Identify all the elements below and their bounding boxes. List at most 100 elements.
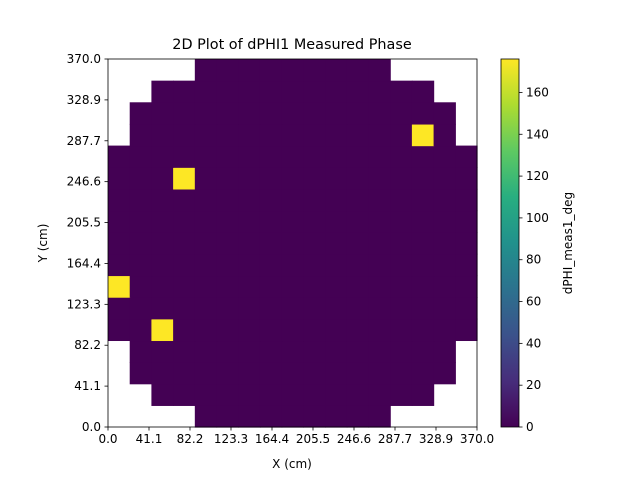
heatmap-cell (303, 102, 326, 125)
heatmap-cell (303, 80, 326, 103)
heatmap-cell (259, 59, 283, 82)
heatmap-cell (390, 340, 413, 363)
heatmap-cell (108, 232, 131, 255)
heatmap-cell (368, 297, 391, 320)
heatmap-cell (129, 318, 153, 342)
heatmap-cell (151, 80, 174, 103)
heatmap-cell (194, 340, 218, 363)
heatmap-cell (411, 383, 435, 406)
heatmap-cell (238, 297, 261, 320)
heatmap-cell (259, 102, 283, 125)
heatmap-cell (259, 275, 283, 298)
heatmap-cell (259, 210, 283, 233)
heatmap-cell (325, 188, 348, 212)
heatmap-cell (455, 318, 478, 342)
heatmap-cell (259, 188, 283, 212)
heatmap-cell (151, 167, 174, 190)
heatmap-cell (346, 275, 370, 298)
heatmap-cell (259, 80, 283, 103)
heatmap-cell (194, 362, 218, 385)
heatmap-cell (303, 123, 326, 147)
heatmap-cell (368, 232, 391, 255)
heatmap-cell (259, 297, 283, 320)
heatmap-cell (368, 405, 391, 428)
x-tick-label: 246.6 (337, 432, 371, 446)
heatmap-cell (281, 210, 304, 233)
x-tick-label: 82.2 (177, 432, 204, 446)
heatmap-cell (173, 102, 196, 125)
x-tick-label: 0.0 (98, 432, 117, 446)
heatmap-cell (433, 123, 456, 147)
heatmap-cell (390, 123, 413, 147)
heatmap-cell (194, 102, 218, 125)
x-axis-label: X (cm) (272, 457, 312, 471)
heatmap-cell (259, 340, 283, 363)
heatmap-cell (151, 145, 174, 168)
heatmap-cell (216, 383, 239, 406)
heatmap-cell (368, 383, 391, 406)
heatmap-cell (238, 275, 261, 298)
heatmap-cell (259, 405, 283, 428)
heatmap-cell-hot (108, 275, 131, 298)
heatmap-cell (194, 275, 218, 298)
heatmap-cell (129, 362, 153, 385)
heatmap-cell (281, 102, 304, 125)
heatmap-cell (433, 362, 456, 385)
heatmap-cell (151, 232, 174, 255)
heatmap-cell (368, 275, 391, 298)
heatmap-cell (346, 318, 370, 342)
y-tick-label: 370.0 (67, 52, 101, 66)
colorbar-tick-label: 60 (526, 295, 541, 309)
heatmap-cell (390, 318, 413, 342)
heatmap-cell (455, 232, 478, 255)
heatmap-cell (346, 340, 370, 363)
colorbar-tick-label: 140 (526, 127, 549, 141)
heatmap-cell (390, 210, 413, 233)
heatmap-cell (129, 123, 153, 147)
heatmap-cell (194, 167, 218, 190)
y-tick-label: 164.4 (67, 256, 101, 270)
heatmap-cell (194, 145, 218, 168)
heatmap-cell (238, 232, 261, 255)
heatmap-cell (259, 253, 283, 277)
colorbar-ticks: 0 20 40 60 80 100 120 140 160 (519, 85, 549, 434)
heatmap-cell (238, 145, 261, 168)
heatmap-cell (368, 123, 391, 147)
heatmap-cell (238, 340, 261, 363)
heatmap-cell (390, 102, 413, 125)
x-tick-label: 370.0 (460, 432, 494, 446)
heatmap-cell (173, 188, 196, 212)
heatmap-cell (433, 102, 456, 125)
heatmap-cell (238, 210, 261, 233)
y-tick-label: 205.5 (67, 216, 101, 230)
heatmap-cell (216, 188, 239, 212)
heatmap-cell (325, 80, 348, 103)
heatmap-cell (433, 253, 456, 277)
heatmap-cell (151, 210, 174, 233)
heatmap-cell (390, 232, 413, 255)
y-axis-ticks: 0.0 41.1 82.2 123.3 164.4 205.5 246.6 287.7 328.… (67, 52, 108, 434)
heatmap-cell (238, 253, 261, 277)
heatmap-cell (259, 383, 283, 406)
heatmap-cell (303, 362, 326, 385)
heatmap-cell (194, 123, 218, 147)
heatmap-cell (238, 80, 261, 103)
heatmap-cell (216, 340, 239, 363)
heatmap-cell (346, 188, 370, 212)
heatmap-cell (173, 318, 196, 342)
heatmap-cell (238, 102, 261, 125)
heatmap-cell (216, 232, 239, 255)
heatmap-cell (368, 210, 391, 233)
colorbar-tick-label: 0 (526, 420, 534, 434)
heatmap-cell (216, 123, 239, 147)
y-tick-label: 82.2 (74, 338, 101, 352)
colorbar-tick-label: 120 (526, 169, 549, 183)
heatmap-cell (173, 340, 196, 363)
heatmap-cell (216, 59, 239, 82)
heatmap-cell (433, 145, 456, 168)
heatmap-cell (325, 210, 348, 233)
heatmap-cell (411, 253, 435, 277)
heatmap-cell (173, 383, 196, 406)
heatmap-cell (346, 297, 370, 320)
heatmap-cell (411, 210, 435, 233)
